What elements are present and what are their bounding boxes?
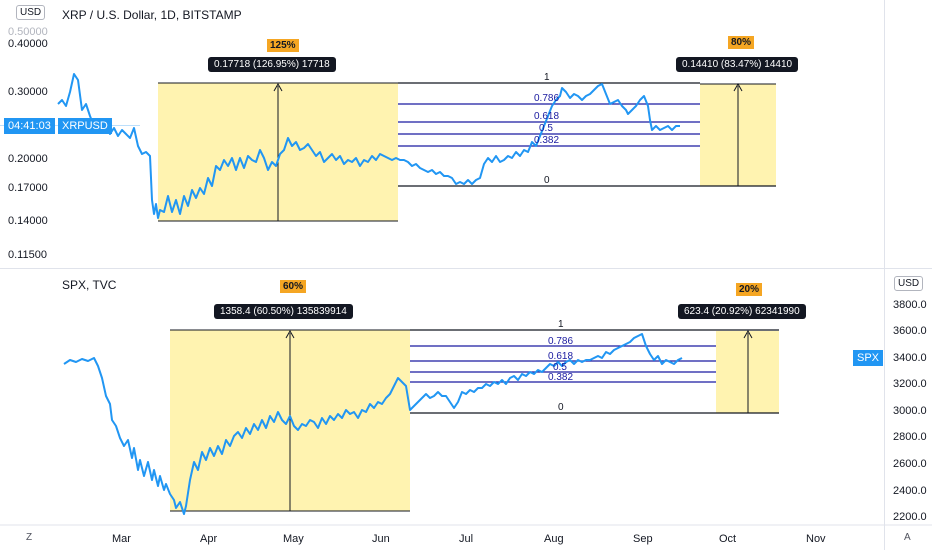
bottom-chart-title: SPX, TVC [62,278,117,292]
xrp-fib-label-0618: 0.618 [534,111,560,122]
bottom-y-tick-2800: 2800.0 [893,431,927,443]
spx-price-line [63,333,683,515]
xrp-fib-label-0: 0 [544,175,550,186]
spx-fib-label-0786: 0.786 [548,336,574,347]
bottom-currency-unit-box[interactable]: USD [894,276,924,291]
bottom-y-tick-2400: 2400.0 [893,485,927,497]
top-chart-title: XRP / U.S. Dollar, 1D, BITSTAMP [62,8,242,22]
xrp-fib-label-0786: 0.786 [534,93,560,104]
spx-left-range-arrowhead [285,329,295,339]
xrp-right-measure-label: 0.14410 (83.47%) 14410 [676,57,799,72]
xrp-symbol-tag[interactable]: XRPUSD [58,118,112,134]
bottom-y-tick-3600: 3600.0 [893,325,927,337]
top-y-tick-017000: 0.17000 [8,182,48,194]
x-label-jul: Jul [459,533,474,545]
spx-fib-label-0618: 0.618 [548,351,574,362]
xrp-right-percent-badge: 80% [728,36,755,49]
xrp-fib-label-1: 1 [544,72,550,83]
top-currency-unit-box[interactable]: USD [16,5,46,20]
xrp-countdown-tag: 04:41:03 [4,118,55,134]
price-axis-divider [884,0,885,550]
xrp-fib-label-0382: 0.382 [534,135,560,146]
bottom-y-tick-2600: 2600.0 [893,458,927,470]
x-label-may: May [283,533,304,545]
x-label-apr: Apr [200,533,218,545]
x-label-oct: Oct [719,533,737,545]
xrp-fib-label-05: 0.5 [539,123,553,134]
top-y-tick-020000: 0.20000 [8,153,48,165]
spx-fib-label-05: 0.5 [553,362,567,373]
top-y-tick-014000: 0.14000 [8,215,48,227]
spx-left-percent-badge: 60% [280,280,307,293]
bottom-y-tick-3800: 3800.0 [893,299,927,311]
zoom-icon[interactable]: Z [26,532,33,543]
top-y-tick-050000: 0.50000 [8,26,48,38]
x-label-mar: Mar [112,533,131,545]
xrp-price-line [57,73,680,219]
spx-fib-label-0382: 0.382 [548,372,574,383]
spx-right-range-arrowhead [743,329,753,339]
spx-left-measure-label: 1358.4 (60.50%) 135839914 [214,304,353,319]
xrp-left-percent-badge: 125% [267,39,299,52]
xrp-left-measure-label: 0.17718 (126.95%) 17718 [208,57,336,72]
xrp-left-range-arrowhead [273,82,283,92]
spx-fib-label-0: 0 [558,402,564,413]
x-label-nov: Nov [806,533,826,545]
top-y-tick-011500: 0.11500 [8,249,47,261]
spx-right-measure-label: 623.4 (20.92%) 62341990 [678,304,806,319]
bottom-y-tick-3200: 3200.0 [893,378,927,390]
spx-right-percent-badge: 20% [736,283,763,296]
spx-fib-label-1: 1 [558,319,564,330]
spx-symbol-tag[interactable]: SPX [853,350,884,366]
top-y-tick-040000: 0.40000 [8,38,48,50]
x-label-sep: Sep [633,533,653,545]
auto-scale-icon[interactable]: A [904,532,911,543]
x-label-jun: Jun [372,533,390,545]
bottom-y-tick-3000: 3000.0 [893,405,927,417]
x-label-aug: Aug [544,533,564,545]
bottom-y-tick-3400: 3400.0 [893,352,927,364]
pane-divider[interactable] [0,268,932,269]
bottom-y-tick-2200: 2200.0 [893,511,927,523]
top-y-tick-030000: 0.30000 [8,86,48,98]
